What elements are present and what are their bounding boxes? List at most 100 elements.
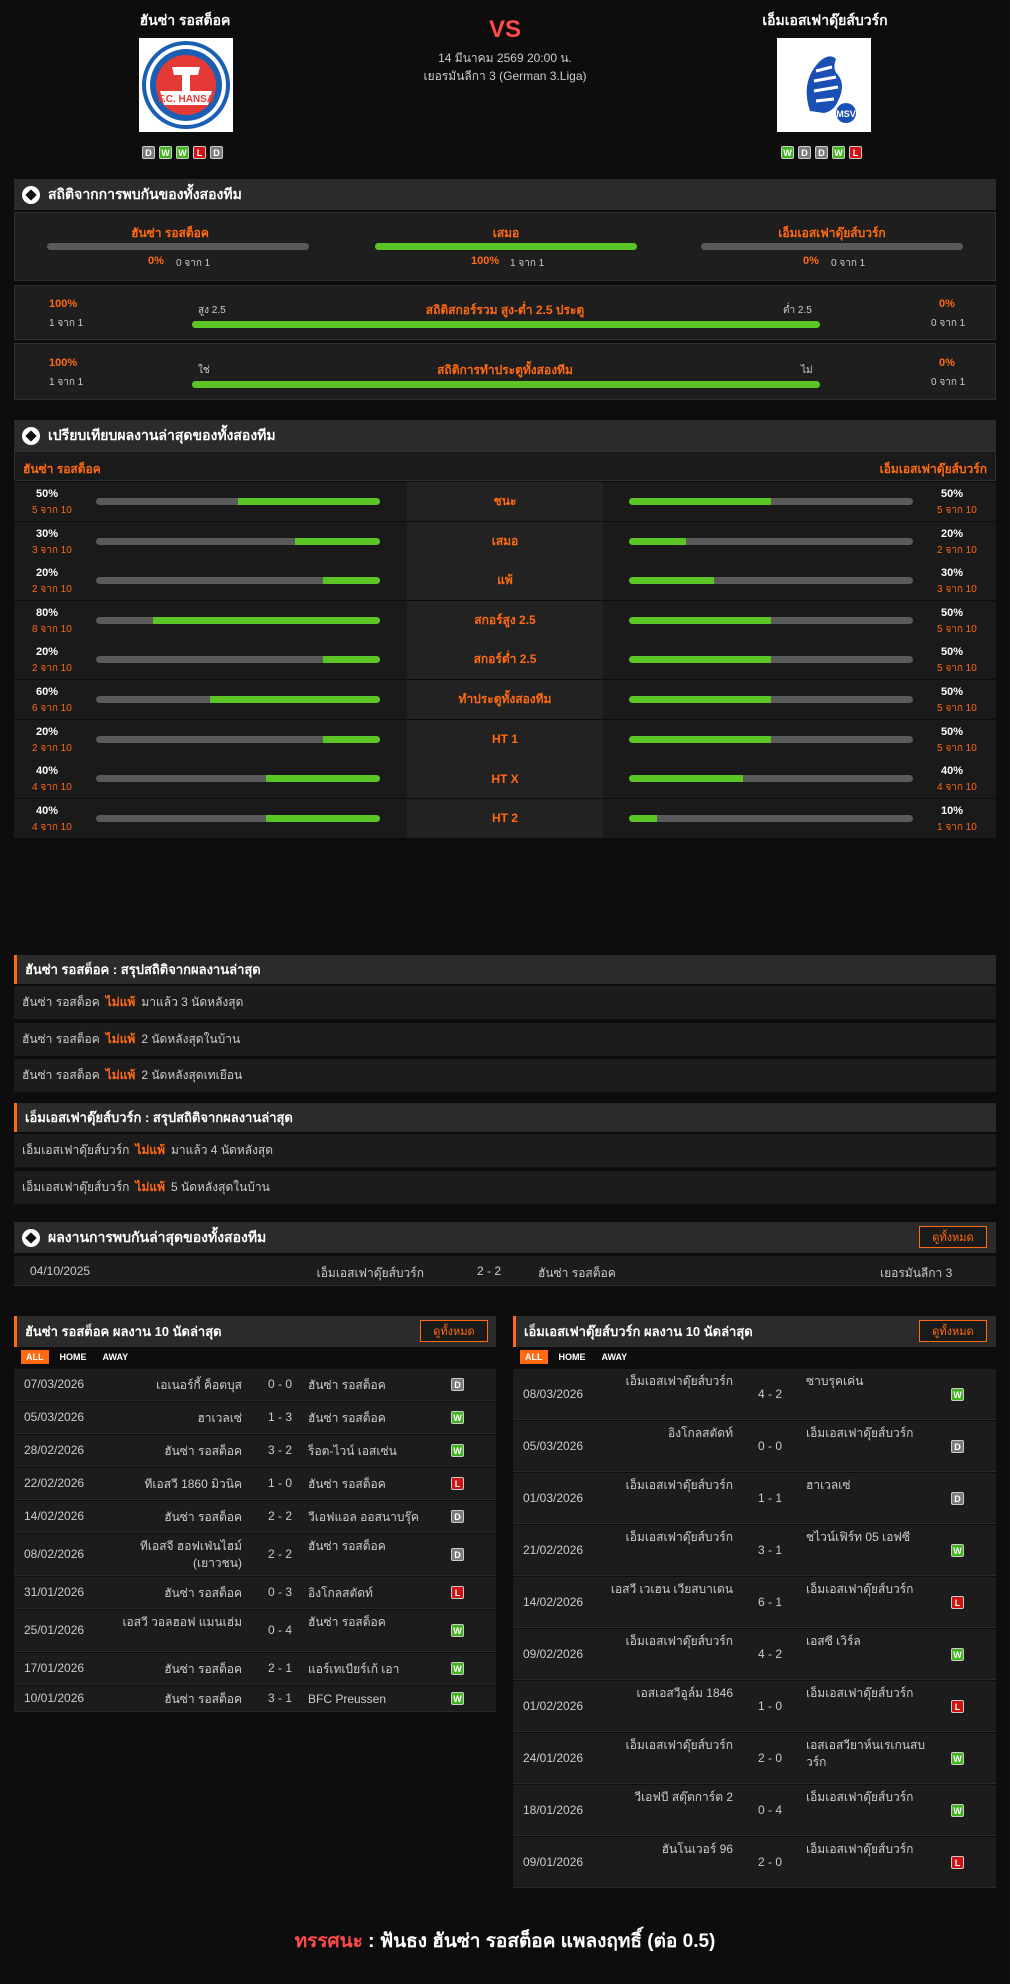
- filter-tab-home[interactable]: HOME: [59, 1352, 87, 1362]
- match-home-team[interactable]: ฮาเวลเซ่: [197, 1411, 242, 1425]
- match-home-team[interactable]: ฮันซ่า รอสต็อค: [164, 1662, 242, 1676]
- match-row[interactable]: 25/01/2026 เอสวี วอลฮอฟ แมนเฮ่ม 0 - 4 ฮันซ่…: [14, 1610, 496, 1652]
- match-row[interactable]: 09/01/2026 ฮันโนเวอร์ 96 2 - 0 เอ็มเอสเฟาดุ…: [513, 1837, 996, 1888]
- match-row[interactable]: 18/01/2026 วีเอฟบี สตุ๊ตการ์ต 2 0 - 4 เอ็มเ…: [513, 1785, 996, 1836]
- match-row[interactable]: 09/02/2026 เอ็มเอสเฟาดุ๊ยส์บวร์ก 4 - 2 เอสซ…: [513, 1629, 996, 1680]
- match-away-team[interactable]: แอร์เทเบียร์เก้ เอา: [308, 1662, 400, 1676]
- match-away-team[interactable]: เอสเอสวียาห์นเรเกนสบวร์ก: [806, 1738, 925, 1769]
- match-row[interactable]: 31/01/2026 ฮันซ่า รอสต็อค 0 - 3 อิงโกลสตัดท…: [14, 1577, 496, 1609]
- match-home-team[interactable]: เอเนอร์กี้ ค็อตบุส: [156, 1378, 242, 1392]
- filter-tab-home[interactable]: HOME: [558, 1352, 586, 1362]
- match-home-team[interactable]: ทีเอสจี ฮอฟเฟ่นไฮม์ (เยาวชน): [139, 1539, 242, 1570]
- match-away-team[interactable]: ฮันซ่า รอสต็อค: [308, 1615, 386, 1629]
- match-home-team[interactable]: ฮันซ่า รอสต็อค: [164, 1510, 242, 1524]
- match-row[interactable]: 10/01/2026 ฮันซ่า รอสต็อค 3 - 1 BFC Preusse…: [14, 1686, 496, 1712]
- match-away-team[interactable]: ชไวน์เฟิร์ท 05 เอฟซี: [806, 1530, 911, 1544]
- match-away-team[interactable]: ฮาเวลเซ่: [806, 1478, 851, 1492]
- view-all-away-button[interactable]: ดูทั้งหมด: [919, 1320, 987, 1342]
- match-home-team[interactable]: เอ็มเอสเฟาดุ๊ยส์บวร์ก: [625, 1374, 733, 1388]
- home-team-logo[interactable]: F.C. HANSA: [139, 38, 233, 132]
- match-home-team[interactable]: ฮันโนเวอร์ 96: [661, 1842, 733, 1856]
- home-pct: 50%: [36, 488, 59, 500]
- summary-away-header: เอ็มเอสเฟาดุ๊ยส์บวร์ก : สรุปสถิติจากผลงา…: [14, 1103, 996, 1132]
- svg-text:MSV: MSV: [836, 109, 856, 119]
- match-home-team[interactable]: ทีเอสวี 1860 มิวนิค: [144, 1477, 242, 1491]
- home-team-name[interactable]: ฮันซ่า รอสต็อค: [139, 12, 231, 28]
- filter-tab-away[interactable]: AWAY: [102, 1352, 129, 1362]
- match-away-team[interactable]: ฮันซ่า รอสต็อค: [308, 1378, 386, 1392]
- match-row[interactable]: 17/01/2026 ฮันซ่า รอสต็อค 2 - 1 แอร์เทเบียร…: [14, 1653, 496, 1685]
- match-away-team[interactable]: ซาบรุคเค่น: [806, 1374, 864, 1388]
- match-date: 04/10/2025: [30, 1264, 91, 1278]
- match-home-team[interactable]: เอ็มเอสเฟาดุ๊ยส์บวร์ก: [625, 1634, 733, 1648]
- match-row[interactable]: 24/01/2026 เอ็มเอสเฟาดุ๊ยส์บวร์ก 2 - 0 เอสเ…: [513, 1733, 996, 1784]
- match-home-team[interactable]: เอ็มเอสเฟาดุ๊ยส์บวร์ก: [625, 1478, 733, 1492]
- match-row[interactable]: 01/03/2026 เอ็มเอสเฟาดุ๊ยส์บวร์ก 1 - 1 ฮาเว…: [513, 1473, 996, 1524]
- match-home-team[interactable]: ฮันซ่า รอสต็อค: [164, 1692, 242, 1706]
- compare-row: 20% 2 จาก 10 แพ้ 30% 3 จาก 10: [14, 561, 996, 601]
- match-row[interactable]: 22/02/2026 ทีเอสวี 1860 มิวนิค 1 - 0 ฮันซ่า…: [14, 1468, 496, 1500]
- filter-tab-all[interactable]: ALL: [21, 1350, 49, 1364]
- match-home-team[interactable]: เอสเอสวีอูล์ม 1846: [636, 1686, 733, 1700]
- match-date: 01/03/2026: [523, 1491, 584, 1505]
- match-date: 24/01/2026: [523, 1751, 584, 1765]
- match-away-team[interactable]: อิงโกลสตัดท์: [308, 1586, 373, 1600]
- btts-left-pct: 100%: [49, 357, 78, 369]
- match-away-team[interactable]: เอ็มเอสเฟาดุ๊ยส์บวร์ก: [806, 1686, 914, 1700]
- away-team-name[interactable]: เอ็มเอสเฟาดุ๊ยส์บวร์ก: [762, 12, 888, 28]
- match-row[interactable]: 08/03/2026 เอ็มเอสเฟาดุ๊ยส์บวร์ก 4 - 2 ซาบร…: [513, 1369, 996, 1420]
- home-bar: [96, 537, 380, 545]
- match-date: 14/02/2026: [24, 1509, 85, 1523]
- match-home-team[interactable]: ฮันซ่า รอสต็อค: [164, 1586, 242, 1600]
- match-row[interactable]: 05/03/2026 อิงโกลสตัดท์ 0 - 0 เอ็มเอสเฟาดุ๊…: [513, 1421, 996, 1472]
- match-home-team[interactable]: ฮันซ่า รอสต็อค: [164, 1444, 242, 1458]
- ou-left-label: สูง 2.5: [198, 305, 226, 316]
- home-bar: [96, 577, 380, 585]
- match-row[interactable]: 08/02/2026 ทีเอสจี ฮอฟเฟ่นไฮม์ (เยาวชน) 2 …: [14, 1534, 496, 1576]
- view-all-home-button[interactable]: ดูทั้งหมด: [420, 1320, 488, 1342]
- filter-tab-all[interactable]: ALL: [520, 1350, 548, 1364]
- match-home-team[interactable]: เอ็มเอสเฟาดุ๊ยส์บวร์ก: [625, 1738, 733, 1752]
- match-score: 2 - 2: [267, 1509, 292, 1523]
- away-bar: [629, 537, 913, 545]
- filter-tab-away[interactable]: AWAY: [601, 1352, 628, 1362]
- away-count: 5 จาก 10: [937, 663, 977, 675]
- match-home-team[interactable]: เอ็มเอสเฟาดุ๊ยส์บวร์ก: [625, 1530, 733, 1544]
- match-row[interactable]: 05/03/2026 ฮาเวลเซ่ 1 - 3 ฮันซ่า รอสต็อค W: [14, 1402, 496, 1434]
- match-league[interactable]: เยอรมันลีกา 3 (German 3.Liga): [423, 69, 587, 83]
- match-home-team[interactable]: เอสวี เวเฮน เวียสบาเดน: [610, 1582, 733, 1596]
- match-away-team[interactable]: เอ็มเอสเฟาดุ๊ยส์บวร์ก: [806, 1842, 914, 1856]
- match-away-team[interactable]: ฮันซ่า รอสต็อค: [308, 1411, 386, 1425]
- match-away-team[interactable]: เอ็มเอสเฟาดุ๊ยส์บวร์ก: [806, 1790, 914, 1804]
- match-away-team[interactable]: ฮันซ่า รอสต็อค: [538, 1266, 616, 1280]
- match-row[interactable]: 21/02/2026 เอ็มเอสเฟาดุ๊ยส์บวร์ก 3 - 1 ชไวน…: [513, 1525, 996, 1576]
- match-home-team[interactable]: เอ็มเอสเฟาดุ๊ยส์บวร์ก: [316, 1266, 424, 1280]
- match-row[interactable]: 14/02/2026 ฮันซ่า รอสต็อค 2 - 2 วีเอฟแอล ออ…: [14, 1501, 496, 1533]
- match-row[interactable]: 14/02/2026 เอสวี เวเฮน เวียสบาเดน 6 - 1 เอ็…: [513, 1577, 996, 1628]
- h2h-match-row[interactable]: 04/10/2025 เอ็มเอสเฟาดุ๊ยส์บวร์ก 2 - 2 ฮันซ…: [14, 1256, 996, 1286]
- match-away-team[interactable]: ฮันซ่า รอสต็อค: [308, 1477, 386, 1491]
- match-away-team[interactable]: เอ็มเอสเฟาดุ๊ยส์บวร์ก: [806, 1426, 914, 1440]
- away-bar: [629, 814, 913, 822]
- match-score: 1 - 0: [267, 1476, 292, 1490]
- compare-label: ชนะ: [407, 482, 603, 521]
- result-badge: W: [951, 1804, 964, 1817]
- match-away-team[interactable]: ฮันซ่า รอสต็อค: [308, 1539, 386, 1553]
- section-title: ผลงานการพบกันล่าสุดของทั้งสองทีม: [48, 1228, 267, 1245]
- match-away-team[interactable]: เอ็มเอสเฟาดุ๊ยส์บวร์ก: [806, 1582, 914, 1596]
- match-home-team[interactable]: อิงโกลสตัดท์: [668, 1426, 733, 1440]
- match-row[interactable]: 07/03/2026 เอเนอร์กี้ ค็อตบุส 0 - 0 ฮันซ่า …: [14, 1369, 496, 1401]
- match-away-team[interactable]: วีเอฟแอล ออสนาบรุ๊ค: [308, 1510, 419, 1524]
- match-away-team[interactable]: BFC Preussen: [308, 1692, 387, 1706]
- match-away-team[interactable]: ร็อต-ไวน์ เอสเซ่น: [308, 1444, 397, 1458]
- away-count: 5 จาก 10: [937, 623, 977, 635]
- away-team-logo[interactable]: MSV: [777, 38, 871, 132]
- match-home-team[interactable]: เอสวี วอลฮอฟ แมนเฮ่ม: [122, 1615, 242, 1629]
- compare-home-side: 20% 2 จาก 10: [14, 719, 407, 759]
- match-away-team[interactable]: เอสซี เวิร์ล: [806, 1634, 861, 1648]
- match-home-team[interactable]: วีเอฟบี สตุ๊ตการ์ต 2: [634, 1790, 733, 1804]
- match-date: 22/02/2026: [24, 1476, 85, 1490]
- match-row[interactable]: 01/02/2026 เอสเอสวีอูล์ม 1846 1 - 0 เอ็มเอส…: [513, 1681, 996, 1732]
- view-all-h2h-button[interactable]: ดูทั้งหมด: [919, 1226, 987, 1248]
- match-row[interactable]: 28/02/2026 ฮันซ่า รอสต็อค 3 - 2 ร็อต-ไวน์ เ…: [14, 1435, 496, 1467]
